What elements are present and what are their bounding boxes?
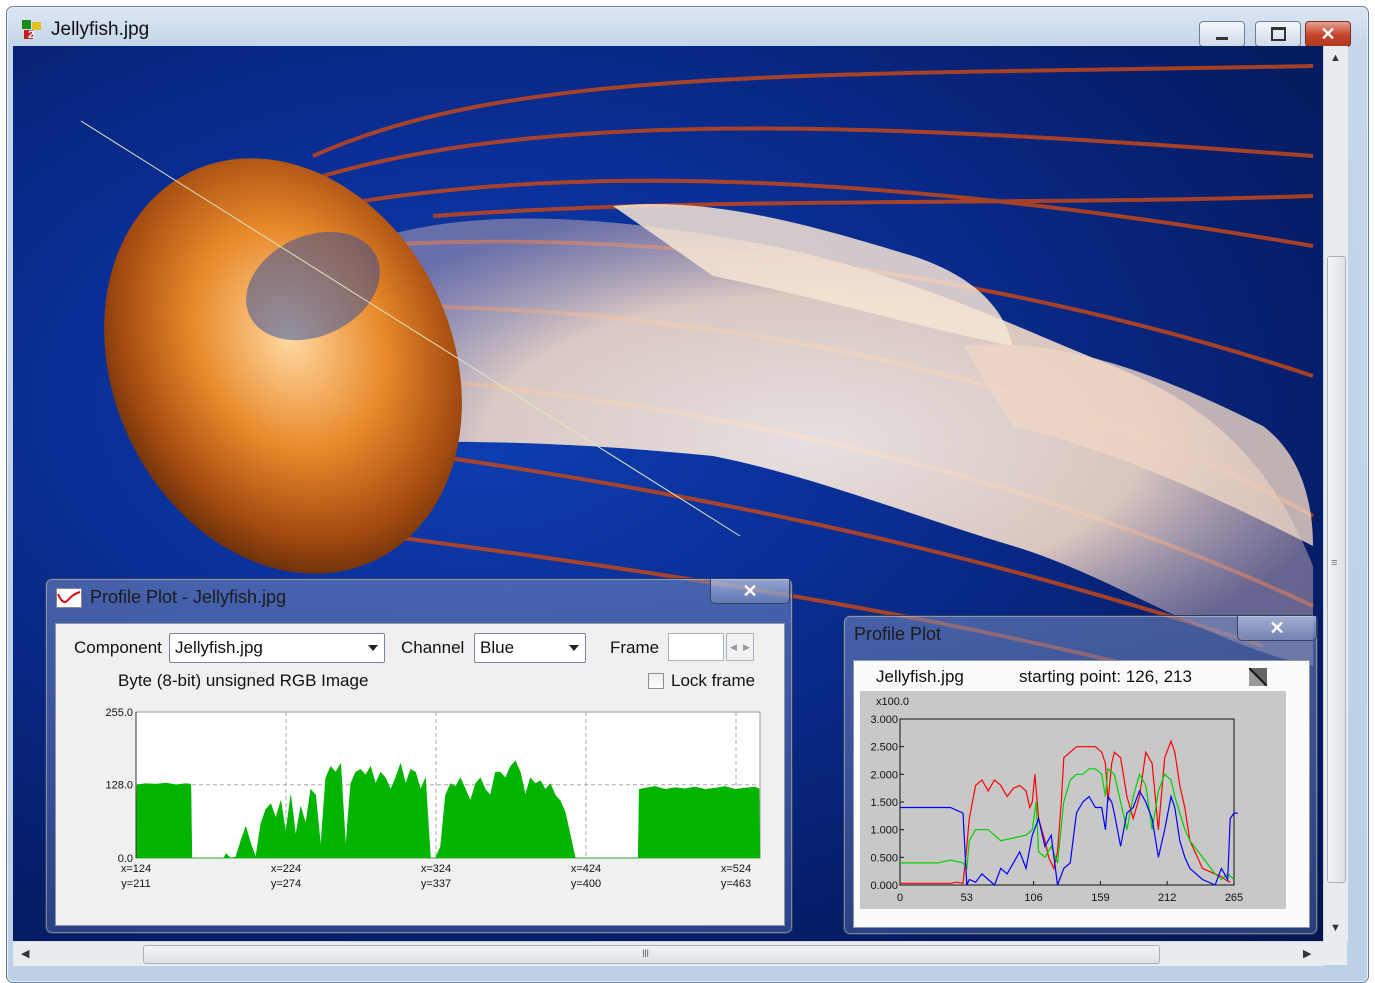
grip-icon: III bbox=[642, 948, 649, 960]
component-select[interactable]: Jellyfish.jpg bbox=[169, 633, 385, 663]
y-tick-label: 1.500 bbox=[870, 797, 898, 809]
scroll-up-icon[interactable]: ▲ bbox=[1330, 52, 1341, 64]
x-tick-label: x=324 bbox=[421, 863, 451, 875]
profile-panel: Component Jellyfish.jpg Channel Blue Fra… bbox=[55, 623, 785, 926]
profile-dialog-titlebar[interactable]: Profile Plot - Jellyfish.jpg bbox=[56, 587, 286, 608]
app-icon: 2 bbox=[21, 19, 43, 41]
y-tick-label: 128.0 bbox=[105, 780, 133, 792]
profile-plot-dialog: Profile Plot - Jellyfish.jpg ✕ Component… bbox=[45, 578, 793, 934]
series-line-1 bbox=[900, 767, 1235, 881]
diagonal-line-icon[interactable] bbox=[1249, 668, 1267, 686]
grip-icon: ≡ bbox=[1331, 557, 1338, 569]
close-icon: ✕ bbox=[1269, 617, 1285, 638]
profile-chart[interactable]: 0.0 128.0 255.0 x=124 y=211 x=224 y=274 x=324 y=… bbox=[60, 702, 780, 902]
mini-starting-point: starting point: 126, 213 bbox=[1019, 667, 1192, 686]
vertical-scroll-thumb[interactable]: ≡ bbox=[1327, 256, 1346, 883]
maximize-icon bbox=[1270, 27, 1286, 41]
x-tick-label: y=400 bbox=[571, 878, 601, 890]
y-tick-label: 1.000 bbox=[870, 825, 898, 837]
x-tick-label: x=224 bbox=[271, 863, 301, 875]
horizontal-scroll-thumb[interactable]: III bbox=[143, 945, 1160, 964]
mini-profile-dialog: Profile Plot ✕ Jellyfish.jpg starting po… bbox=[843, 615, 1318, 935]
y-tick-label: 0.0 bbox=[118, 853, 133, 865]
frame-input[interactable] bbox=[668, 633, 724, 661]
mini-filename: Jellyfish.jpg bbox=[876, 667, 964, 686]
close-icon: ✕ bbox=[742, 580, 758, 601]
x-tick-label: 265 bbox=[1225, 892, 1243, 904]
vertical-scrollbar[interactable]: ▲ ≡ ▼ bbox=[1323, 46, 1348, 941]
profile-plot-icon bbox=[56, 587, 82, 608]
chevron-down-icon bbox=[569, 645, 579, 651]
x-tick-label: x=424 bbox=[571, 863, 601, 875]
component-label: Component bbox=[74, 638, 162, 657]
x-tick-label: y=211 bbox=[121, 878, 150, 890]
mini-dialog-title: Profile Plot bbox=[854, 624, 942, 644]
x-tick-label: 212 bbox=[1158, 892, 1176, 904]
close-button[interactable]: ✕ bbox=[1305, 21, 1351, 47]
scroll-down-icon[interactable]: ▼ bbox=[1330, 922, 1341, 934]
resize-grip[interactable] bbox=[1323, 941, 1347, 965]
close-icon: ✕ bbox=[1320, 23, 1336, 44]
frame-label: Frame bbox=[610, 638, 660, 657]
maximize-button[interactable] bbox=[1255, 21, 1301, 47]
profile-dialog-close-button[interactable]: ✕ bbox=[710, 579, 790, 604]
y-tick-label: 0.000 bbox=[870, 880, 898, 892]
x-tick-label: 53 bbox=[961, 892, 973, 904]
x-tick-label: 159 bbox=[1091, 892, 1109, 904]
minimize-icon bbox=[1216, 36, 1228, 40]
series-line-0 bbox=[900, 739, 1231, 885]
frame-spinner[interactable]: ◀ ▶ bbox=[726, 633, 754, 661]
lock-frame-label: Lock frame bbox=[671, 671, 756, 690]
scroll-left-icon[interactable]: ◀ bbox=[21, 948, 30, 960]
chevron-down-icon bbox=[368, 645, 378, 651]
minimize-button[interactable] bbox=[1199, 21, 1245, 47]
series-line-2 bbox=[900, 789, 1238, 887]
scale-note: x100.0 bbox=[876, 696, 909, 708]
y-tick-label: 2.500 bbox=[870, 742, 898, 754]
image-type-label: Byte (8-bit) unsigned RGB Image bbox=[118, 671, 369, 690]
x-tick-label: x=124 bbox=[121, 863, 151, 875]
lock-frame-checkbox[interactable] bbox=[648, 673, 664, 689]
profile-dialog-title: Profile Plot - Jellyfish.jpg bbox=[90, 587, 287, 607]
x-tick-label: y=463 bbox=[721, 878, 751, 890]
jellyfish-image bbox=[80, 64, 1314, 688]
y-tick-label: 255.0 bbox=[105, 707, 133, 719]
x-tick-label: 106 bbox=[1024, 892, 1042, 904]
mini-dialog-close-button[interactable]: ✕ bbox=[1237, 616, 1317, 641]
mini-profile-panel: Jellyfish.jpg starting point: 126, 213 x… bbox=[853, 660, 1310, 928]
window-title: Jellyfish.jpg bbox=[51, 19, 150, 40]
scroll-right-icon[interactable]: ▶ bbox=[1303, 948, 1312, 960]
horizontal-scrollbar[interactable]: ◀ III ▶ bbox=[13, 941, 1323, 966]
y-tick-label: 3.000 bbox=[870, 714, 898, 726]
y-tick-label: 0.500 bbox=[870, 852, 898, 864]
plot-area bbox=[899, 718, 1235, 886]
component-value: Jellyfish.jpg bbox=[175, 638, 263, 657]
y-tick-label: 2.000 bbox=[870, 769, 898, 781]
chevron-left-icon[interactable]: ◀ bbox=[730, 641, 737, 652]
profile-area bbox=[135, 760, 761, 859]
x-tick-label: y=274 bbox=[271, 878, 301, 890]
channel-value: Blue bbox=[480, 638, 515, 657]
channel-label: Channel bbox=[401, 638, 465, 657]
svg-text:2: 2 bbox=[28, 29, 34, 41]
window-titlebar[interactable]: 2 Jellyfish.jpg bbox=[21, 15, 149, 45]
x-tick-label: y=337 bbox=[421, 878, 451, 890]
mini-profile-chart[interactable]: x100.0 0.000 0.500 1.000 1.500 2.000 2.500 3.00… bbox=[860, 691, 1286, 909]
channel-select[interactable]: Blue bbox=[474, 633, 586, 663]
chevron-right-icon[interactable]: ▶ bbox=[743, 641, 750, 652]
x-tick-label: 0 bbox=[897, 892, 903, 904]
mini-dialog-titlebar[interactable]: Profile Plot bbox=[854, 624, 941, 645]
x-tick-label: x=524 bbox=[721, 863, 751, 875]
